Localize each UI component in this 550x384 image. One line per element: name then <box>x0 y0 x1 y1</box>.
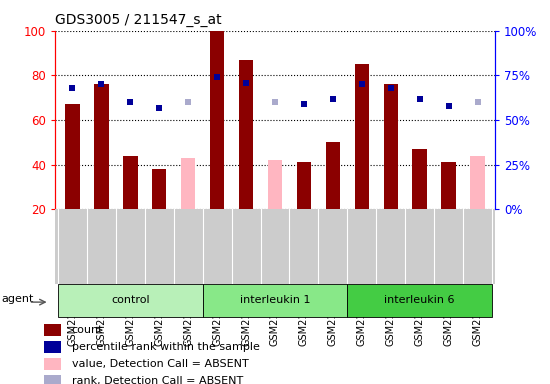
Bar <box>326 142 340 209</box>
Bar <box>181 158 195 209</box>
Point <box>300 101 309 107</box>
Bar <box>65 104 80 209</box>
Bar <box>268 160 282 209</box>
Point <box>126 99 135 105</box>
Text: value, Detection Call = ABSENT: value, Detection Call = ABSENT <box>72 359 248 369</box>
Bar <box>44 375 60 384</box>
Bar <box>210 31 224 209</box>
Bar <box>383 84 398 209</box>
Text: GDS3005 / 211547_s_at: GDS3005 / 211547_s_at <box>55 13 222 27</box>
Bar <box>470 156 485 209</box>
Bar <box>44 324 60 336</box>
Point <box>271 99 279 105</box>
Point <box>444 103 453 109</box>
Point <box>97 81 106 88</box>
Bar <box>123 156 138 209</box>
Text: count: count <box>72 325 103 335</box>
Point <box>213 74 222 80</box>
Bar <box>152 169 167 209</box>
Point <box>387 85 395 91</box>
Bar <box>355 64 369 209</box>
Bar <box>296 162 311 209</box>
Bar <box>94 84 108 209</box>
Bar <box>202 284 348 317</box>
Bar <box>412 149 427 209</box>
Text: rank, Detection Call = ABSENT: rank, Detection Call = ABSENT <box>72 376 243 384</box>
Bar <box>442 162 456 209</box>
Bar <box>44 341 60 353</box>
Text: agent: agent <box>1 294 34 304</box>
Point <box>415 96 424 102</box>
Point <box>328 96 337 102</box>
Bar <box>44 358 60 370</box>
Point <box>358 81 366 88</box>
Text: control: control <box>111 295 150 306</box>
Point <box>473 99 482 105</box>
Point <box>68 85 77 91</box>
Point <box>184 99 192 105</box>
Bar <box>239 60 254 209</box>
Text: percentile rank within the sample: percentile rank within the sample <box>72 342 260 352</box>
Text: interleukin 1: interleukin 1 <box>240 295 310 306</box>
Point <box>155 104 163 111</box>
Point <box>241 79 250 86</box>
Text: interleukin 6: interleukin 6 <box>384 295 455 306</box>
Bar <box>58 284 202 317</box>
Bar <box>348 284 492 317</box>
